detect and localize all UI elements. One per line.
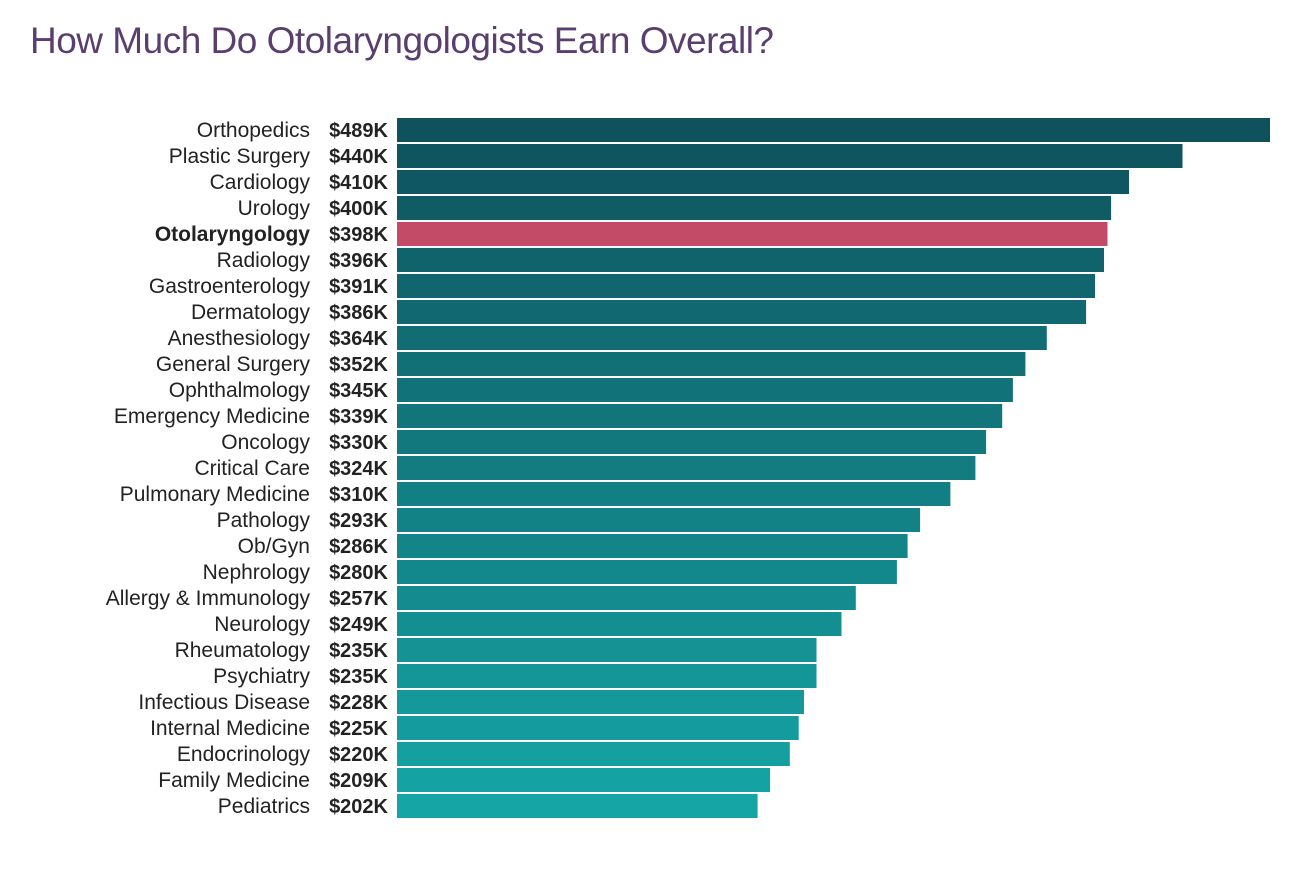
bar-orthopedics: [397, 118, 1270, 142]
category-label-critical-care: Critical Care: [194, 457, 310, 480]
category-label-neurology: Neurology: [214, 613, 310, 636]
bar-ophthalmology: [397, 378, 1013, 402]
value-label-pathology: $293K: [329, 510, 388, 532]
value-label-endocrinology: $220K: [329, 744, 388, 766]
category-label-internal-medicine: Internal Medicine: [150, 717, 310, 740]
category-label-gastroenterology: Gastroenterology: [149, 275, 311, 298]
category-label-orthopedics: Orthopedics: [197, 119, 310, 142]
value-label-allergy-and-immunology: $257K: [329, 588, 388, 610]
category-label-pulmonary-medicine: Pulmonary Medicine: [120, 483, 310, 506]
category-label-radiology: Radiology: [217, 249, 311, 272]
bar-psychiatry: [397, 664, 817, 688]
bar-nephrology: [397, 560, 897, 584]
bar-endocrinology: [397, 742, 790, 766]
bar-plastic-surgery: [397, 144, 1183, 168]
value-label-cardiology: $410K: [329, 172, 388, 194]
value-label-plastic-surgery: $440K: [329, 146, 388, 168]
bar-otolaryngology: [397, 222, 1108, 246]
bar-emergency-medicine: [397, 404, 1003, 428]
category-label-urology: Urology: [238, 197, 311, 220]
bar-urology: [397, 196, 1112, 220]
bar-allergy-and-immunology: [397, 586, 856, 610]
value-label-otolaryngology: $398K: [329, 224, 388, 246]
bar-neurology: [397, 612, 842, 636]
bar-oncology: [397, 430, 987, 454]
category-label-psychiatry: Psychiatry: [213, 665, 310, 688]
value-label-general-surgery: $352K: [329, 354, 388, 376]
category-label-oncology: Oncology: [221, 431, 310, 454]
category-label-pathology: Pathology: [217, 509, 311, 532]
bar-critical-care: [397, 456, 976, 480]
category-label-emergency-medicine: Emergency Medicine: [114, 405, 310, 428]
value-label-radiology: $396K: [329, 250, 388, 272]
category-label-cardiology: Cardiology: [210, 171, 311, 194]
value-label-family-medicine: $209K: [329, 770, 388, 792]
value-label-urology: $400K: [329, 198, 388, 220]
value-label-ob-gyn: $286K: [329, 536, 388, 558]
category-label-infectious-disease: Infectious Disease: [138, 691, 310, 714]
category-label-rheumatology: Rheumatology: [175, 639, 311, 662]
category-label-nephrology: Nephrology: [203, 561, 311, 584]
value-label-nephrology: $280K: [329, 562, 388, 584]
value-label-psychiatry: $235K: [329, 666, 388, 688]
value-label-neurology: $249K: [329, 614, 388, 636]
category-label-endocrinology: Endocrinology: [177, 743, 311, 766]
value-label-internal-medicine: $225K: [329, 718, 388, 740]
bar-radiology: [397, 248, 1104, 272]
bar-pathology: [397, 508, 921, 532]
bar-pediatrics: [397, 794, 758, 818]
bar-ob-gyn: [397, 534, 908, 558]
bar-internal-medicine: [397, 716, 799, 740]
category-label-anesthesiology: Anesthesiology: [168, 327, 311, 350]
category-label-family-medicine: Family Medicine: [158, 769, 310, 792]
value-label-gastroenterology: $391K: [329, 276, 388, 298]
value-label-dermatology: $386K: [329, 302, 388, 324]
category-label-ob-gyn: Ob/Gyn: [238, 535, 310, 558]
bar-dermatology: [397, 300, 1087, 324]
value-label-ophthalmology: $345K: [329, 380, 388, 402]
value-label-rheumatology: $235K: [329, 640, 388, 662]
value-label-infectious-disease: $228K: [329, 692, 388, 714]
category-label-otolaryngology: Otolaryngology: [155, 223, 310, 246]
category-label-dermatology: Dermatology: [191, 301, 311, 324]
bar-cardiology: [397, 170, 1129, 194]
bar-gastroenterology: [397, 274, 1095, 298]
bar-general-surgery: [397, 352, 1026, 376]
category-label-ophthalmology: Ophthalmology: [169, 379, 311, 402]
value-label-pulmonary-medicine: $310K: [329, 484, 388, 506]
value-label-oncology: $330K: [329, 432, 388, 454]
value-label-emergency-medicine: $339K: [329, 406, 388, 428]
bar-family-medicine: [397, 768, 771, 792]
category-label-pediatrics: Pediatrics: [218, 795, 310, 818]
value-label-pediatrics: $202K: [329, 796, 388, 818]
category-label-allergy-and-immunology: Allergy & Immunology: [106, 587, 311, 610]
bar-rheumatology: [397, 638, 817, 662]
page-title: How Much Do Otolaryngologists Earn Overa…: [30, 20, 774, 61]
category-label-plastic-surgery: Plastic Surgery: [169, 145, 311, 168]
value-label-orthopedics: $489K: [329, 120, 388, 142]
bar-anesthesiology: [397, 326, 1047, 350]
bar-infectious-disease: [397, 690, 804, 714]
value-label-anesthesiology: $364K: [329, 328, 388, 350]
bar-pulmonary-medicine: [397, 482, 951, 506]
category-label-general-surgery: General Surgery: [156, 353, 311, 376]
value-label-critical-care: $324K: [329, 458, 388, 480]
